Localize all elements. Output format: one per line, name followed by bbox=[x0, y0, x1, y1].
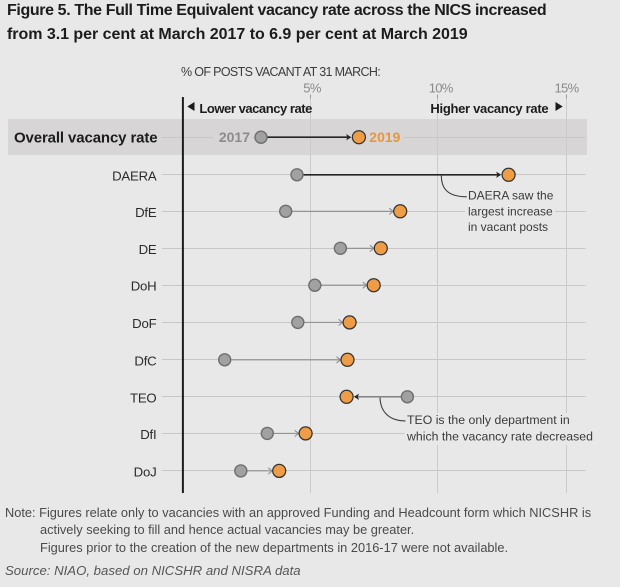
svg-text:2019: 2019 bbox=[369, 129, 400, 145]
svg-text:Higher vacancy rate: Higher vacancy rate bbox=[430, 101, 548, 116]
svg-text:DoH: DoH bbox=[131, 279, 157, 294]
svg-text:TEO: TEO bbox=[130, 390, 157, 405]
svg-text:10%: 10% bbox=[429, 81, 454, 96]
svg-text:DfI: DfI bbox=[140, 427, 156, 442]
svg-text:DAERA: DAERA bbox=[112, 168, 157, 183]
svg-text:Lower vacancy rate: Lower vacancy rate bbox=[199, 101, 312, 116]
svg-text:DE: DE bbox=[139, 242, 157, 257]
svg-text:TEO is the only department in: TEO is the only department in bbox=[407, 413, 570, 427]
svg-text:DoF: DoF bbox=[132, 316, 156, 331]
svg-text:5%: 5% bbox=[303, 81, 322, 96]
svg-text:DfC: DfC bbox=[134, 353, 157, 368]
svg-text:2017: 2017 bbox=[219, 129, 250, 145]
svg-text:15%: 15% bbox=[555, 81, 580, 96]
svg-text:largest increase: largest increase bbox=[468, 204, 553, 218]
svg-text:DAERA saw the: DAERA saw the bbox=[468, 189, 554, 203]
svg-text:DoJ: DoJ bbox=[134, 464, 157, 479]
svg-text:Overall vacancy rate: Overall vacancy rate bbox=[14, 130, 158, 147]
svg-text:DfE: DfE bbox=[135, 205, 157, 220]
svg-text:% OF POSTS VACANT AT 31 MARCH:: % OF POSTS VACANT AT 31 MARCH: bbox=[181, 65, 380, 79]
svg-text:in vacant posts: in vacant posts bbox=[468, 220, 548, 234]
svg-text:which the vacancy rate decreas: which the vacancy rate decreased bbox=[406, 429, 593, 443]
